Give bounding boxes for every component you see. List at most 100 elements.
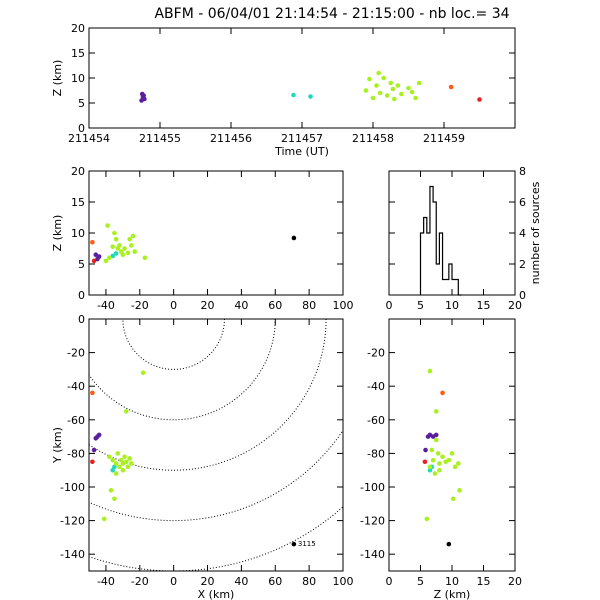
data-point — [429, 447, 435, 453]
x-tick-label: 211457 — [281, 132, 323, 145]
y-tick-label: 20 — [71, 22, 85, 35]
x-axis-label: X (km) — [198, 588, 235, 600]
y-tick-label: -40 — [367, 380, 385, 393]
x-tick-label: 40 — [234, 575, 248, 588]
x-tick-label: 5 — [417, 575, 424, 588]
x-tick-label: 20 — [508, 299, 522, 312]
data-point — [139, 98, 144, 103]
panel-xy: 3115 -40 -20 0 20 40 60 80 100 -140 -120 -100 -80 -60… — [51, 313, 354, 600]
points-xz — [90, 223, 297, 264]
x-tick-label: 80 — [302, 575, 316, 588]
data-point — [446, 541, 452, 547]
data-point — [367, 76, 372, 82]
x-tick-label: 211454 — [68, 132, 110, 145]
y-tick-label: -100 — [60, 481, 85, 494]
data-point — [113, 251, 119, 256]
panel-frame — [388, 318, 516, 572]
data-point — [291, 541, 297, 547]
data-point — [91, 258, 97, 264]
x-tick-label: 15 — [477, 299, 491, 312]
y-tick-label: 15 — [71, 47, 85, 60]
panel-frame — [88, 27, 516, 129]
data-point — [90, 459, 95, 465]
data-point — [96, 432, 102, 438]
points-xy — [90, 370, 297, 547]
histogram-bar-5 — [436, 264, 439, 295]
data-point — [456, 461, 461, 466]
data-point — [113, 461, 119, 466]
y-tick-label: -140 — [360, 548, 385, 561]
data-point — [291, 235, 297, 241]
data-point — [433, 409, 439, 414]
data-point — [432, 471, 438, 476]
panel-frame — [88, 318, 344, 572]
y-axis-label: number of sources — [529, 181, 542, 284]
panel-xz: -40 -20 0 20 40 60 80 100 0 5 10 15 20 Z (km) — [51, 165, 354, 312]
panel-zy: 0 5 10 15 20 -140 -120 -100 -80 -60 -40 -20 Z (km) — [360, 318, 522, 600]
y-tick-label: -20 — [67, 347, 85, 360]
data-point — [108, 488, 114, 493]
data-point — [392, 96, 397, 102]
y-axis-label: Y (km) — [51, 427, 64, 464]
data-point — [125, 250, 131, 256]
data-point — [433, 437, 439, 443]
y-tick-label: 0 — [78, 289, 85, 302]
y-tick-label: -60 — [367, 414, 385, 427]
data-point — [446, 457, 452, 463]
data-point — [308, 94, 313, 99]
data-point — [101, 516, 107, 522]
data-point — [450, 496, 456, 502]
data-point — [430, 457, 436, 463]
data-point — [127, 456, 132, 461]
x-tick-label: -20 — [131, 575, 149, 588]
data-point — [370, 95, 376, 101]
x-tick-label: 211458 — [352, 132, 394, 145]
x-tick-label: 20 — [201, 299, 215, 312]
data-point — [422, 459, 428, 465]
x-tick-label: 20 — [508, 575, 522, 588]
y-tick-label: 2 — [519, 258, 526, 271]
histogram-bar-2 — [427, 233, 430, 295]
y-tick-label: -20 — [367, 347, 385, 360]
histogram-bar-7 — [443, 280, 446, 296]
data-point — [440, 454, 445, 460]
x-tick-label: 0 — [386, 575, 393, 588]
data-point — [130, 233, 136, 239]
x-tick-label: 0 — [386, 299, 393, 312]
x-tick-label: 40 — [234, 299, 248, 312]
data-point — [381, 75, 386, 81]
data-point — [477, 97, 482, 102]
x-tick-label: -40 — [97, 575, 115, 588]
x-tick-label: 0 — [170, 575, 177, 588]
data-point — [123, 409, 129, 414]
y-tick-label: 5 — [78, 97, 85, 110]
data-point — [384, 93, 390, 98]
points-time_height — [139, 70, 482, 103]
data-point — [113, 471, 119, 476]
data-point — [112, 230, 117, 236]
data-point — [427, 368, 433, 374]
x-tick-label: -40 — [97, 299, 115, 312]
x-tick-label: 10 — [445, 299, 459, 312]
point-annotation: 3115 — [298, 540, 316, 548]
data-point — [376, 70, 381, 76]
data-point — [107, 255, 112, 261]
data-point — [141, 93, 146, 98]
y-tick-label: 10 — [71, 72, 85, 85]
data-point — [125, 464, 131, 470]
x-tick-label: 100 — [333, 299, 354, 312]
panel-frame — [88, 170, 344, 296]
x-tick-label: 5 — [417, 299, 424, 312]
x-tick-label: 80 — [302, 299, 316, 312]
y-tick-label: -140 — [60, 548, 85, 561]
y-tick-label: 8 — [519, 165, 526, 178]
y-tick-label: -100 — [360, 481, 385, 494]
y-tick-label: 0 — [78, 122, 85, 135]
data-point — [122, 246, 127, 251]
y-tick-label: 15 — [71, 196, 85, 209]
x-tick-label: 211459 — [423, 132, 465, 145]
y-axis-label: Z (km) — [51, 215, 64, 252]
data-point — [117, 243, 122, 248]
